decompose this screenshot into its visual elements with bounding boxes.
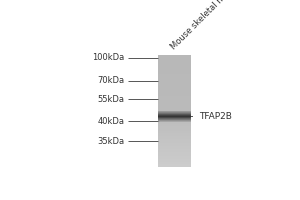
Bar — [158, 120, 191, 121]
Bar — [158, 73, 191, 74]
Bar — [158, 70, 191, 72]
Bar — [158, 97, 191, 98]
Bar — [158, 113, 191, 114]
Bar — [158, 166, 191, 167]
Bar — [158, 55, 191, 56]
Bar — [158, 115, 191, 116]
Bar — [158, 164, 191, 166]
Bar — [158, 69, 191, 70]
Bar — [158, 124, 191, 125]
Bar — [158, 126, 191, 128]
Bar — [158, 162, 191, 163]
Bar — [158, 133, 191, 135]
Bar — [158, 104, 191, 105]
Text: 70kDa: 70kDa — [98, 76, 125, 85]
Bar — [158, 128, 191, 129]
Bar — [158, 90, 191, 91]
Bar — [158, 63, 191, 65]
Bar — [158, 56, 191, 58]
Bar — [158, 112, 191, 113]
Bar — [158, 132, 191, 133]
Bar — [158, 60, 191, 62]
Bar — [158, 131, 191, 132]
Bar — [158, 119, 191, 120]
Text: 55kDa: 55kDa — [98, 95, 125, 104]
Bar — [158, 101, 191, 103]
Bar — [158, 148, 191, 149]
Bar — [158, 62, 191, 63]
Bar — [158, 139, 191, 141]
Bar — [158, 72, 191, 73]
Bar — [158, 152, 191, 153]
Bar — [158, 83, 191, 84]
Bar — [158, 114, 191, 115]
Bar — [158, 146, 191, 148]
Bar — [158, 86, 191, 87]
Bar — [158, 66, 191, 67]
Bar — [158, 79, 191, 80]
Bar — [158, 160, 191, 162]
Bar — [158, 108, 191, 110]
Bar — [158, 98, 191, 100]
Bar — [158, 114, 191, 115]
Bar — [158, 115, 191, 117]
Bar — [158, 96, 191, 97]
Text: 100kDa: 100kDa — [92, 53, 125, 62]
Bar — [158, 138, 191, 139]
Bar — [158, 94, 191, 96]
Bar — [158, 117, 191, 118]
Bar — [158, 118, 191, 119]
Bar — [158, 145, 191, 146]
Bar — [158, 112, 191, 114]
Text: 40kDa: 40kDa — [98, 117, 125, 126]
Bar — [158, 122, 191, 124]
Bar — [158, 103, 191, 104]
Bar — [158, 153, 191, 155]
Text: TFAP2B: TFAP2B — [199, 112, 232, 121]
Bar — [158, 111, 191, 112]
Bar — [158, 110, 191, 111]
Bar — [158, 100, 191, 101]
Bar — [158, 117, 191, 118]
Bar — [158, 135, 191, 136]
Bar — [158, 91, 191, 93]
Bar — [158, 141, 191, 142]
Bar — [158, 159, 191, 160]
Bar — [158, 143, 191, 145]
Bar — [158, 118, 191, 119]
Bar — [158, 125, 191, 126]
Bar — [158, 107, 191, 108]
Bar — [158, 80, 191, 81]
Bar — [158, 149, 191, 150]
Bar — [158, 59, 191, 60]
Bar — [158, 105, 191, 107]
Bar — [158, 93, 191, 94]
Bar — [158, 129, 191, 131]
Bar — [158, 65, 191, 66]
Bar — [158, 76, 191, 77]
Bar — [158, 150, 191, 152]
Text: 35kDa: 35kDa — [98, 137, 125, 146]
Bar — [158, 157, 191, 159]
Bar — [158, 58, 191, 59]
Bar — [158, 119, 191, 121]
Bar — [158, 67, 191, 69]
Bar — [158, 155, 191, 156]
Bar — [158, 142, 191, 143]
Text: Mouse skeletal muscle: Mouse skeletal muscle — [169, 0, 243, 52]
Bar — [158, 89, 191, 90]
Bar — [158, 84, 191, 86]
Bar — [158, 77, 191, 79]
Bar — [158, 116, 191, 117]
Bar — [158, 111, 191, 112]
Bar — [158, 121, 191, 122]
Bar — [158, 136, 191, 138]
Bar — [158, 156, 191, 157]
Bar — [158, 81, 191, 83]
Bar — [158, 87, 191, 89]
Bar — [158, 163, 191, 164]
Bar — [158, 74, 191, 76]
Bar — [158, 121, 191, 122]
